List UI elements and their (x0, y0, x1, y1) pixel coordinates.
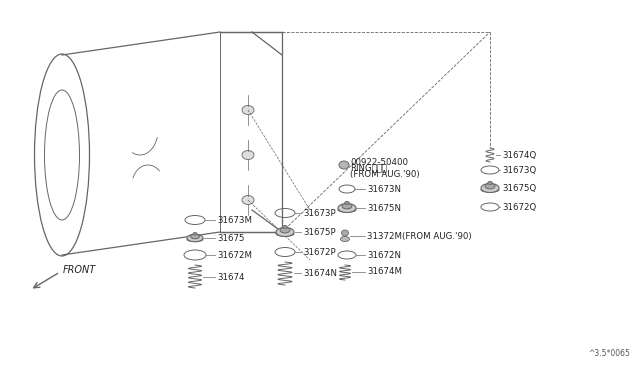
Ellipse shape (339, 161, 349, 169)
Text: 31673M: 31673M (217, 215, 252, 224)
Text: 31372M(FROM AUG.'90): 31372M(FROM AUG.'90) (367, 231, 472, 241)
Ellipse shape (345, 201, 349, 204)
Ellipse shape (338, 203, 356, 212)
Ellipse shape (481, 183, 499, 192)
Ellipse shape (187, 237, 203, 241)
Text: 31675: 31675 (217, 234, 244, 243)
Ellipse shape (338, 208, 356, 212)
Text: 31674Q: 31674Q (502, 151, 536, 160)
Ellipse shape (187, 234, 203, 242)
Ellipse shape (276, 231, 294, 236)
Ellipse shape (485, 183, 495, 189)
Ellipse shape (283, 225, 287, 228)
Text: 31673N: 31673N (367, 185, 401, 193)
Text: (FROM AUG.'90): (FROM AUG.'90) (350, 170, 420, 179)
Ellipse shape (280, 228, 290, 233)
Ellipse shape (193, 232, 197, 235)
Ellipse shape (276, 228, 294, 237)
Ellipse shape (340, 237, 349, 241)
Ellipse shape (342, 203, 352, 209)
Text: ^3.5*0065: ^3.5*0065 (588, 349, 630, 358)
Text: 31673Q: 31673Q (502, 166, 536, 174)
Ellipse shape (488, 182, 492, 185)
Text: 31672M: 31672M (217, 250, 252, 260)
Text: RINGリング: RINGリング (350, 164, 387, 173)
Text: 31675Q: 31675Q (502, 183, 536, 192)
Text: 31674M: 31674M (367, 267, 402, 276)
Text: 31672N: 31672N (367, 250, 401, 260)
Text: 31674N: 31674N (303, 269, 337, 278)
Ellipse shape (191, 234, 200, 239)
Text: 31674: 31674 (217, 273, 244, 282)
Text: 00922-50400: 00922-50400 (350, 157, 408, 167)
Ellipse shape (242, 196, 254, 205)
Ellipse shape (242, 151, 254, 160)
Text: 31675P: 31675P (303, 228, 335, 237)
Text: FRONT: FRONT (63, 265, 96, 275)
Ellipse shape (342, 230, 349, 236)
Text: 31675N: 31675N (367, 203, 401, 212)
Text: 31673P: 31673P (303, 208, 335, 218)
Text: 31672Q: 31672Q (502, 202, 536, 212)
Ellipse shape (481, 187, 499, 192)
Text: 31672P: 31672P (303, 247, 335, 257)
Ellipse shape (242, 106, 254, 115)
